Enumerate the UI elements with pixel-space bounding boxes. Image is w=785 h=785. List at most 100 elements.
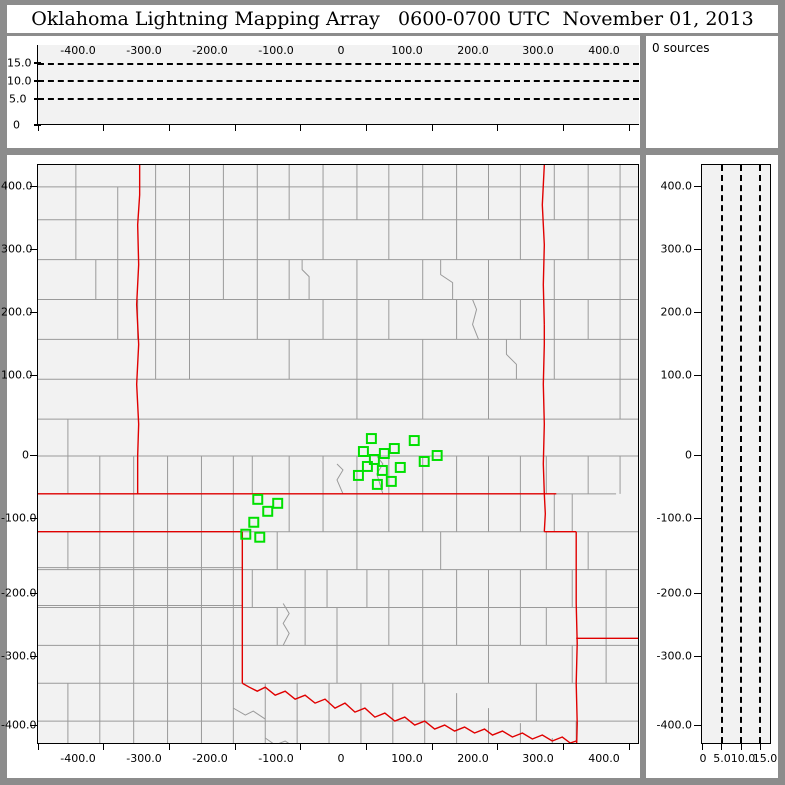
window-titlebar: Oklahoma Lightning Mapping Array 0600-07… (7, 5, 778, 33)
state-boundaries (38, 165, 638, 743)
x-tickmark (432, 744, 433, 750)
map-plot-area[interactable] (37, 164, 639, 744)
y-tickmark (30, 455, 37, 456)
y-tick-label-300: 300.0 (1, 242, 33, 256)
y-tickmark (694, 375, 701, 376)
x-tickmark (103, 125, 104, 131)
x-tickmark (235, 744, 236, 750)
gridline-15 (38, 62, 639, 65)
x-tickmark (366, 744, 367, 750)
x-tickmark (300, 125, 301, 131)
x-tick-label-300: 300.0 (522, 44, 554, 57)
altitude-plot-area (701, 164, 771, 744)
y-tickmark (34, 124, 41, 126)
x-tickmark (103, 744, 104, 750)
x-tick-label--300: -300.0 (126, 44, 162, 57)
y-tickmark (34, 62, 41, 64)
x-tick-label-15: 15.0 (752, 752, 778, 765)
x-tick-label-200: 200.0 (457, 752, 489, 765)
y-tick-label-100: 100.0 (660, 368, 693, 382)
gridline-15 (758, 165, 761, 743)
y-tickmark (694, 518, 701, 519)
y-tick-label--200: -200.0 (1, 586, 37, 600)
gridline-5 (720, 165, 723, 743)
source-count-panel: 0 sources (646, 36, 778, 148)
y-tick-label--300: -300.0 (656, 649, 692, 663)
y-tickmark (694, 725, 701, 726)
page-title: Oklahoma Lightning Mapping Array 0600-07… (31, 8, 754, 30)
x-tickmark (497, 744, 498, 750)
y-tickmark (694, 312, 701, 313)
map-geography (38, 165, 638, 743)
y-tickmark (694, 455, 701, 456)
x-tick-label-300: 300.0 (522, 752, 554, 765)
y-tick-label-200: 200.0 (1, 305, 33, 319)
x-tick-label-200: 200.0 (457, 44, 489, 57)
x-tick-label--200: -200.0 (192, 752, 228, 765)
x-tick-label-400: 400.0 (588, 752, 620, 765)
y-tick-label--400: -400.0 (656, 718, 692, 732)
y-tick-label-0: 0 (685, 448, 692, 462)
map-panel[interactable]: 400.0 300.0 200.0 100.0 0 -100.0 -200.0 … (1, 155, 640, 778)
y-tick-label--100: -100.0 (1, 511, 37, 525)
x-tick-label-100: 100.0 (391, 44, 423, 57)
x-tickmark (563, 744, 564, 750)
y-tick-label--400: -400.0 (1, 718, 37, 732)
x-tick-label--300: -300.0 (126, 752, 162, 765)
y-tickmark (30, 375, 37, 376)
x-tickmark (702, 744, 703, 750)
x-tick-label-0: 0 (699, 752, 707, 765)
lma-source-markers (240, 433, 443, 543)
x-tick-label--100: -100.0 (258, 752, 294, 765)
x-tick-label--200: -200.0 (192, 44, 228, 57)
y-tickmark (34, 80, 41, 82)
y-tickmark (30, 186, 37, 187)
y-tickmark (694, 593, 701, 594)
x-tickmark (563, 125, 564, 131)
x-tick-label--400: -400.0 (60, 752, 96, 765)
county-boundaries (38, 165, 638, 743)
x-tickmark (497, 125, 498, 131)
gridline-5 (38, 97, 639, 100)
altitude-panel: 400.0 300.0 200.0 100.0 0 -100.0 -200.0 … (646, 155, 778, 778)
y-tickmark (694, 186, 701, 187)
y-tick-label-300: 300.0 (660, 242, 693, 256)
gridline-10 (38, 80, 639, 83)
x-tickmark (38, 125, 39, 131)
x-tick-label--400: -400.0 (60, 44, 96, 57)
x-tickmark (38, 744, 39, 750)
y-tick-label--300: -300.0 (1, 649, 37, 663)
y-tickmark (30, 249, 37, 250)
y-tickmark (30, 656, 37, 657)
y-tickmark (30, 518, 37, 519)
y-tick-label-200: 200.0 (660, 305, 693, 319)
x-tickmark (169, 125, 170, 131)
x-tickmark (366, 125, 367, 131)
y-tickmark (30, 312, 37, 313)
x-tickmark (760, 744, 761, 750)
x-tick-label-10: 10.0 (730, 752, 756, 765)
gridline-10 (739, 165, 742, 743)
y-tickmark (694, 656, 701, 657)
x-tickmark (235, 125, 236, 131)
x-tickmark (300, 744, 301, 750)
x-tick-label-0: 0 (337, 752, 345, 765)
x-tickmark (741, 744, 742, 750)
x-tickmark (629, 744, 630, 750)
y-tickmark (30, 593, 37, 594)
y-tick-label-100: 100.0 (1, 368, 33, 382)
x-tick-label-400: 400.0 (588, 44, 620, 57)
y-tickmark (694, 249, 701, 250)
time-altitude-panel: 0 5.0 10.0 15.0 -400.0 -300.0 -200.0 -10… (7, 36, 640, 148)
time-altitude-plot-area (37, 45, 639, 125)
x-tick-label--100: -100.0 (258, 44, 294, 57)
y-tickmark (30, 725, 37, 726)
x-tickmark (169, 744, 170, 750)
x-tickmark (629, 125, 630, 131)
x-tick-label-5: 5.0 (713, 752, 731, 765)
y-tickmark (34, 98, 41, 100)
x-tick-label-0: 0 (337, 44, 345, 57)
source-count-label: 0 sources (652, 41, 710, 55)
y-tick-label--100: -100.0 (656, 511, 692, 525)
